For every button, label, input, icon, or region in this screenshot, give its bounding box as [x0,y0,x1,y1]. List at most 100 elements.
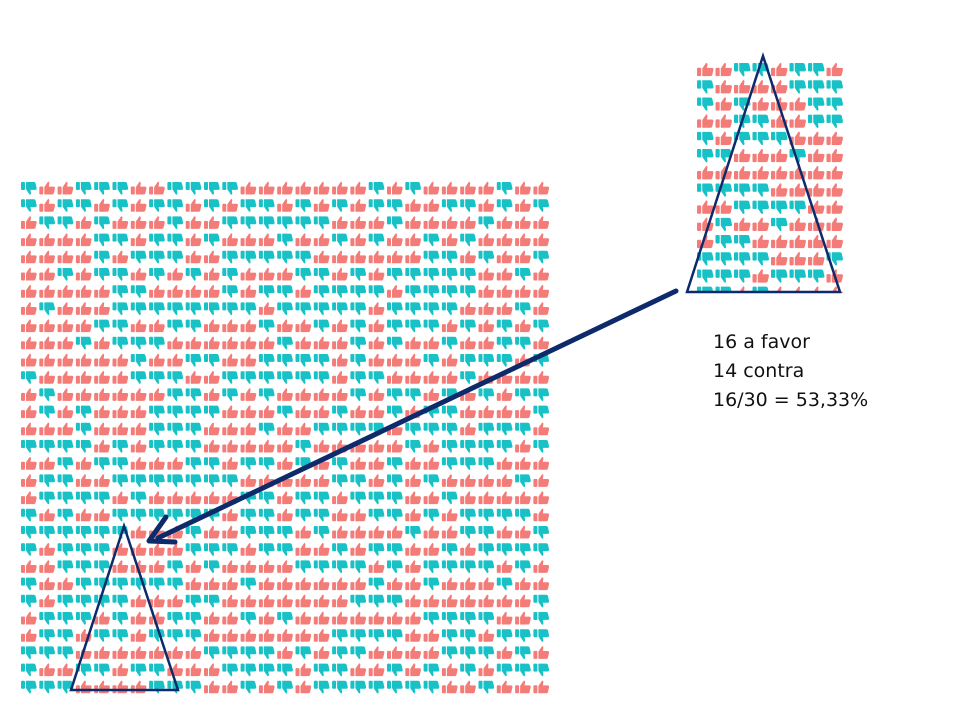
thumbs-down-icon [533,250,550,264]
thumbs-up-icon [295,542,312,556]
thumbs-down-icon [167,577,184,591]
thumbs-up-icon [496,284,513,298]
thumbs-up-icon [57,388,74,401]
thumbs-down-icon [277,371,293,384]
thumbs-up-icon [57,405,74,419]
thumbs-up-icon [441,216,458,229]
thumbs-up-icon [57,422,74,436]
thumbs-up-icon [460,336,476,350]
thumbs-up-icon [222,405,238,419]
thumbs-up-icon [295,319,312,333]
thumbs-up-icon [533,456,550,470]
thumbs-up-icon [130,267,147,281]
thumbs-up-icon [94,336,110,350]
thumbs-up-icon [423,628,440,642]
thumbs-up-icon [240,181,257,195]
thumbs-down-icon [423,302,440,316]
thumbs-up-icon [149,353,165,367]
thumbs-up-icon [258,560,275,573]
thumbs-down-icon [332,199,348,212]
thumbs-down-icon [405,285,421,298]
thumbs-down-icon [332,560,348,574]
thumbs-down-icon [441,285,458,298]
thumbs-up-icon [368,663,385,677]
thumbs-up-icon [112,560,129,573]
thumbs-down-icon [423,577,440,591]
thumbs-down-icon [258,216,275,230]
thumbs-down-icon [808,80,825,94]
thumbs-up-icon [441,577,458,591]
thumbs-down-icon [39,680,55,694]
thumbs-up-icon [368,302,385,315]
thumbs-up-icon [789,183,806,197]
thumbs-down-icon [478,526,495,539]
thumbs-down-icon [387,491,403,505]
thumbs-down-icon [496,319,513,333]
thumbs-down-icon [533,594,550,608]
thumbs-up-icon [149,388,165,401]
thumbs-down-icon [277,250,293,264]
thumbs-up-icon [460,405,476,419]
thumbs-up-icon [277,388,293,401]
thumbs-up-icon [350,611,367,625]
thumbs-down-icon [515,663,531,677]
thumbs-up-icon [185,250,202,264]
thumbs-up-icon [149,646,165,659]
thumbs-up-icon [204,680,220,694]
thumbs-down-icon [185,440,202,453]
thumbs-up-icon [515,198,531,212]
thumbs-down-icon [277,354,293,367]
thumbs-up-icon [130,233,147,247]
thumbs-up-icon [112,680,129,694]
thumbs-down-icon [460,612,476,625]
thumbs-up-icon [75,456,92,470]
thumbs-down-icon [295,508,312,522]
thumbs-down-icon [185,354,202,367]
thumbs-up-icon [771,166,788,180]
thumbs-up-icon [734,148,751,163]
thumbs-down-icon [313,354,330,367]
thumbs-down-icon [697,269,714,283]
thumbs-up-icon [496,474,513,487]
thumbs-down-icon [222,268,238,281]
thumbs-up-icon [533,181,550,195]
thumbs-up-icon [130,216,147,229]
thumbs-down-icon [21,663,37,677]
thumbs-down-icon [368,629,385,642]
thumbs-up-icon [368,405,385,419]
thumbs-up-icon [240,594,257,608]
thumbs-down-icon [240,526,257,539]
thumbs-up-icon [313,181,330,195]
thumbs-up-icon [295,284,312,298]
thumbs-up-icon [277,491,293,505]
thumbs-down-icon [423,474,440,488]
thumbs-up-icon [240,388,257,401]
thumbs-up-icon [222,594,238,608]
thumbs-down-icon [423,250,440,264]
thumbs-down-icon [313,526,330,539]
thumbs-down-icon [167,405,184,419]
thumbs-up-icon [423,646,440,659]
thumbs-down-icon [167,474,184,488]
thumbs-up-icon [21,474,37,487]
thumbs-up-icon [423,181,440,195]
thumbs-down-icon [332,285,348,298]
thumbs-down-icon [515,388,531,402]
thumbs-down-icon [167,629,184,642]
thumbs-down-icon [21,508,37,522]
thumbs-down-icon [460,629,476,642]
thumbs-down-icon [387,663,403,677]
thumbs-up-icon [240,439,257,453]
thumbs-up-icon [240,422,257,436]
thumbs-down-icon [826,114,843,128]
thumbs-up-icon [94,439,110,453]
thumbs-down-icon [258,422,275,436]
thumbs-up-icon [277,560,293,573]
thumbs-up-icon [57,319,74,333]
thumbs-up-icon [515,577,531,591]
thumbs-up-icon [496,233,513,247]
thumbs-up-icon [478,577,495,591]
thumbs-down-icon [332,543,348,556]
thumbs-down-icon [112,577,129,591]
thumbs-down-icon [533,319,550,333]
